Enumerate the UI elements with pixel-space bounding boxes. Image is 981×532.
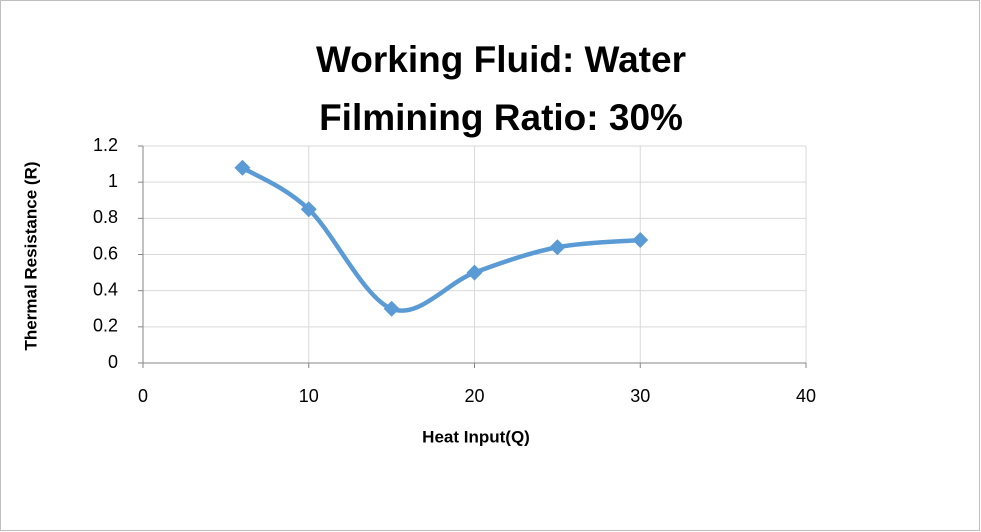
y-tick-label: 0 (108, 352, 118, 372)
y-tick-label: 1.2 (93, 135, 118, 155)
chart-subtitle: Filmining Ratio: 30% (319, 97, 683, 138)
x-tick-label: 10 (299, 386, 319, 406)
data-marker (383, 300, 400, 317)
y-tick-label: 0.4 (93, 279, 118, 299)
data-marker (549, 239, 566, 256)
data-marker (632, 232, 649, 249)
data-marker (300, 201, 317, 218)
x-axis-label: Heat Input(Q) (422, 427, 530, 446)
y-tick-label: 0.2 (93, 316, 118, 336)
x-tick-label: 20 (464, 386, 484, 406)
data-marker (234, 159, 251, 176)
x-tick-label: 0 (138, 386, 148, 406)
chart-title: Working Fluid: Water (316, 39, 686, 80)
x-tick-label: 30 (630, 386, 650, 406)
data-marker (466, 264, 483, 281)
x-tick-label: 40 (796, 386, 816, 406)
y-tick-label: 0.6 (93, 243, 118, 263)
y-axis-label: Thermal Resistance (R) (21, 162, 40, 351)
y-tick-label: 1 (108, 171, 118, 191)
y-tick-label: 0.8 (93, 207, 118, 227)
